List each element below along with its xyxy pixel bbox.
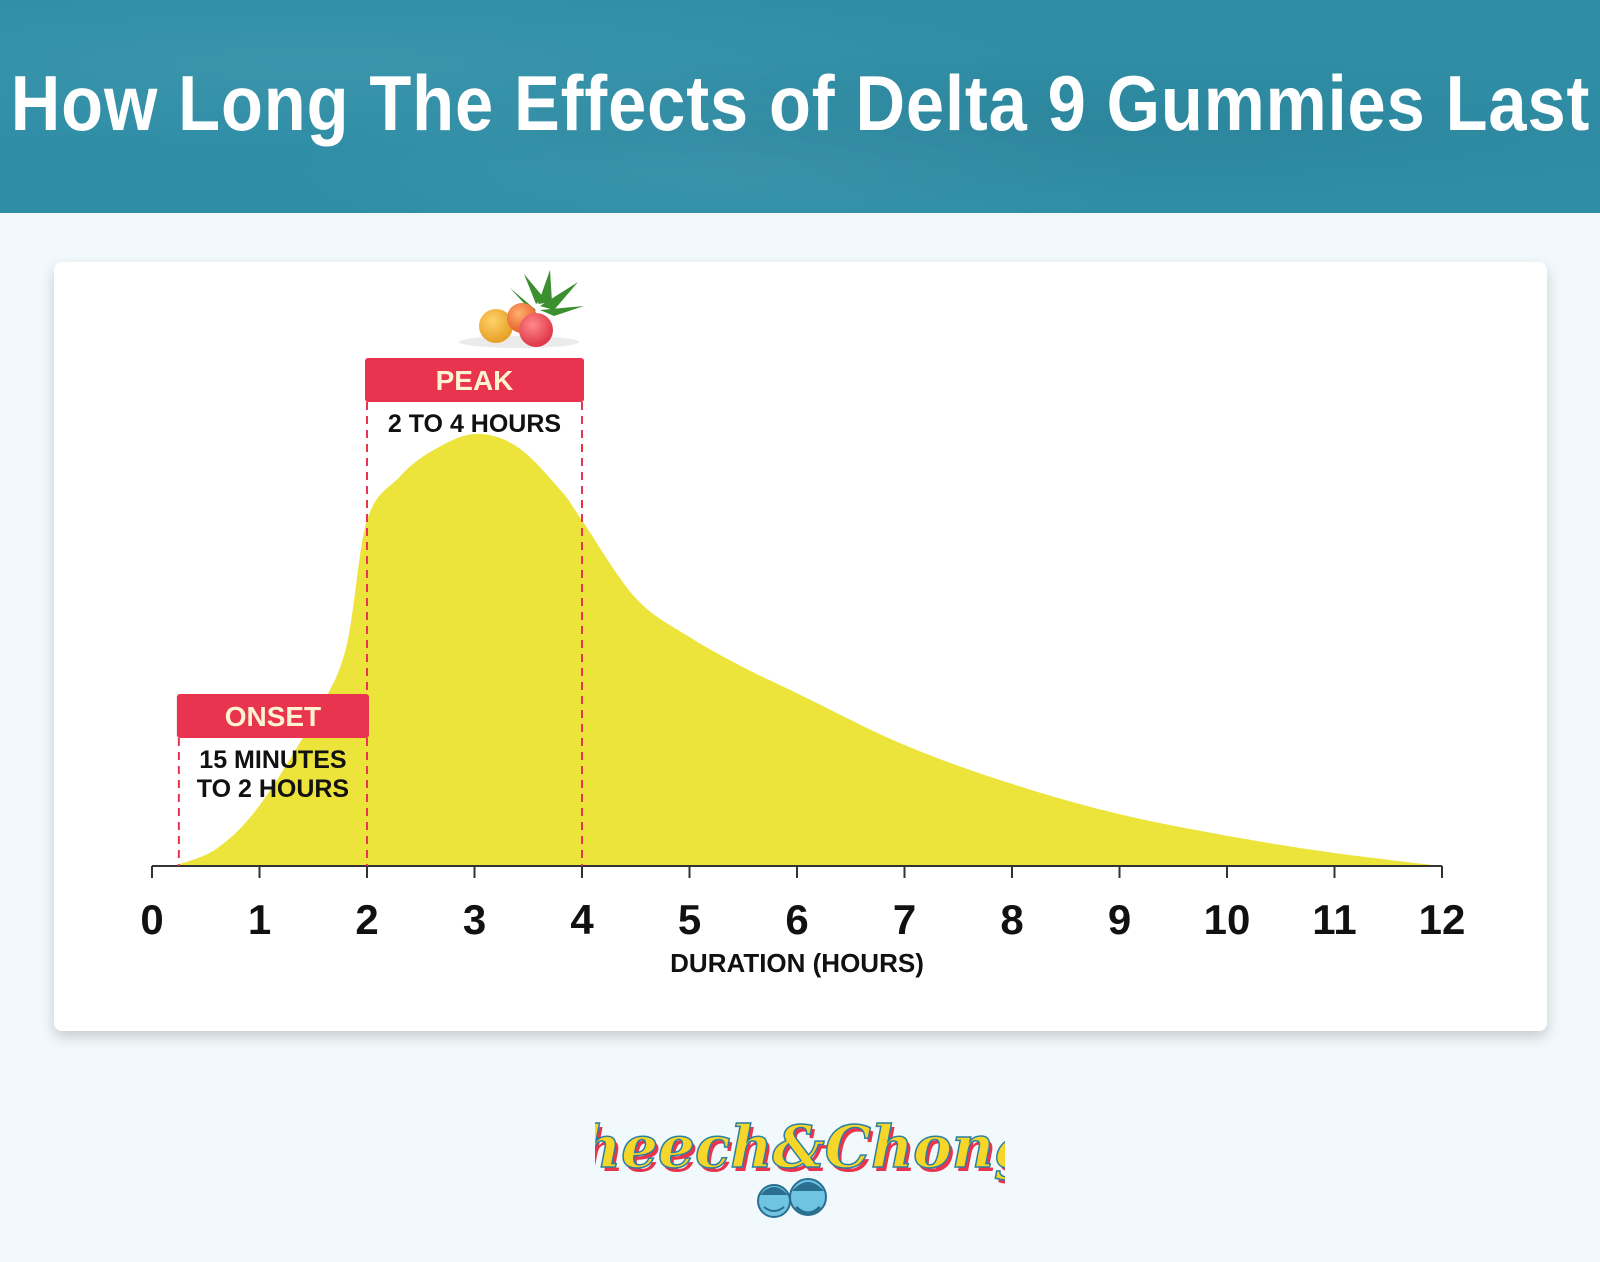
annotation-label: PEAK [436, 365, 514, 396]
chart-card: 0 1 2 3 4 5 6 7 8 9 10 11 12 DURATION (HOURS) ONSET 15… [54, 262, 1547, 1031]
x-tick-label: 5 [678, 896, 701, 943]
annotation-label-box [176, 694, 369, 738]
effects-area [173, 433, 1442, 866]
x-tick-label: 7 [893, 896, 916, 943]
x-axis-label: DURATION (HOURS) [670, 948, 924, 978]
x-tick-label: 2 [355, 896, 378, 943]
x-tick-label: 1 [248, 896, 271, 943]
gummies-leaf-illustration [459, 270, 584, 348]
x-tick-label: 12 [1419, 896, 1466, 943]
annotation-peak: PEAK 2 TO 4 HOURS [365, 358, 584, 866]
annotation-label: ONSET [225, 701, 321, 732]
x-tick-label: 3 [463, 896, 486, 943]
x-tick-label: 9 [1108, 896, 1131, 943]
x-tick-label: 0 [140, 896, 163, 943]
x-tick-label: 11 [1312, 896, 1356, 943]
svg-text:Cheech&Chongs: Cheech&Chongs [595, 1117, 1005, 1185]
x-tick-label: 4 [570, 896, 594, 943]
brand-logo: Cheech&Chongs Cheech&Chongs [595, 1112, 1005, 1218]
annotation-sublabel: TO 2 HOURS [197, 775, 349, 803]
header-banner: How Long The Effects of Delta 9 Gummies … [0, 0, 1600, 213]
svg-text:Cheech&Chongs: Cheech&Chongs [595, 1113, 1005, 1181]
annotation-sublabel: 2 TO 4 HOURS [388, 410, 561, 438]
x-tick-label: 6 [785, 896, 808, 943]
annotation-label-box [365, 358, 584, 402]
page-title: How Long The Effects of Delta 9 Gummies … [10, 59, 1590, 147]
x-tick-label: 8 [1000, 896, 1023, 943]
cheech-chong-faces-illustration [757, 1178, 827, 1218]
x-tick-label: 10 [1204, 896, 1251, 943]
annotation-sublabel: 15 MINUTES [199, 746, 346, 774]
